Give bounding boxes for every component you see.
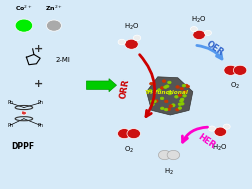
Text: O$_2$: O$_2$ [229,81,239,91]
Circle shape [150,103,154,106]
Circle shape [185,85,189,88]
Circle shape [182,94,185,97]
Text: Co$^{2+}$: Co$^{2+}$ [15,4,33,13]
Circle shape [166,108,170,111]
Text: H$_2$: H$_2$ [163,167,173,177]
Circle shape [175,86,179,88]
Circle shape [162,80,165,82]
Circle shape [167,81,170,84]
Text: Ph: Ph [37,100,43,105]
Circle shape [124,39,138,49]
Circle shape [157,89,161,91]
Circle shape [167,91,171,93]
Circle shape [151,83,155,85]
Circle shape [184,84,187,87]
Circle shape [164,100,167,103]
Circle shape [171,104,174,106]
Text: Ph: Ph [37,123,43,128]
Circle shape [179,100,182,102]
Circle shape [15,19,33,32]
Text: 2-MI: 2-MI [55,57,70,63]
Circle shape [174,95,177,98]
Circle shape [118,39,125,45]
Text: Ph: Ph [7,123,13,128]
Circle shape [164,108,167,111]
Circle shape [165,85,168,88]
Polygon shape [146,77,192,115]
Text: Fe: Fe [22,111,26,115]
Circle shape [160,107,163,110]
Circle shape [160,87,163,89]
Circle shape [177,94,181,96]
Circle shape [127,129,140,139]
Circle shape [160,97,163,100]
Text: ORR: ORR [118,78,130,100]
Circle shape [190,26,197,32]
Circle shape [149,82,152,85]
Circle shape [223,124,229,129]
Circle shape [117,129,131,139]
Circle shape [168,105,172,107]
Circle shape [177,103,181,105]
Circle shape [152,100,156,103]
Text: +: + [34,79,43,89]
Text: H$_2$O: H$_2$O [191,15,206,25]
Circle shape [213,127,226,136]
FancyArrowPatch shape [196,45,221,59]
Circle shape [192,30,205,40]
Circle shape [232,65,246,75]
Circle shape [133,35,140,41]
Circle shape [223,65,236,75]
Text: O$_2$: O$_2$ [123,145,134,155]
Text: Tri-functional: Tri-functional [144,90,188,95]
Circle shape [167,92,171,95]
Circle shape [171,104,174,107]
Circle shape [154,100,158,102]
Circle shape [150,100,153,103]
Circle shape [204,30,211,36]
Circle shape [158,150,170,160]
Circle shape [46,20,61,31]
Text: HER: HER [195,132,215,151]
Circle shape [180,102,183,105]
Circle shape [21,111,26,115]
FancyArrowPatch shape [139,55,154,117]
Circle shape [177,107,181,109]
Circle shape [180,98,183,101]
Text: Zn$^{2+}$: Zn$^{2+}$ [45,4,63,13]
Circle shape [182,91,186,93]
Circle shape [148,89,151,92]
Text: +: + [34,44,43,54]
Text: DPPF: DPPF [11,142,34,151]
Text: H$_2$O: H$_2$O [212,142,227,153]
Circle shape [163,86,167,88]
FancyArrow shape [86,79,116,92]
Circle shape [208,126,214,131]
Text: OER: OER [204,39,225,57]
FancyArrowPatch shape [182,127,207,142]
Circle shape [179,87,183,90]
Circle shape [175,108,178,111]
Circle shape [181,84,185,87]
Text: Ph: Ph [7,100,13,105]
Text: H$_2$O: H$_2$O [123,22,139,32]
Circle shape [167,150,179,160]
